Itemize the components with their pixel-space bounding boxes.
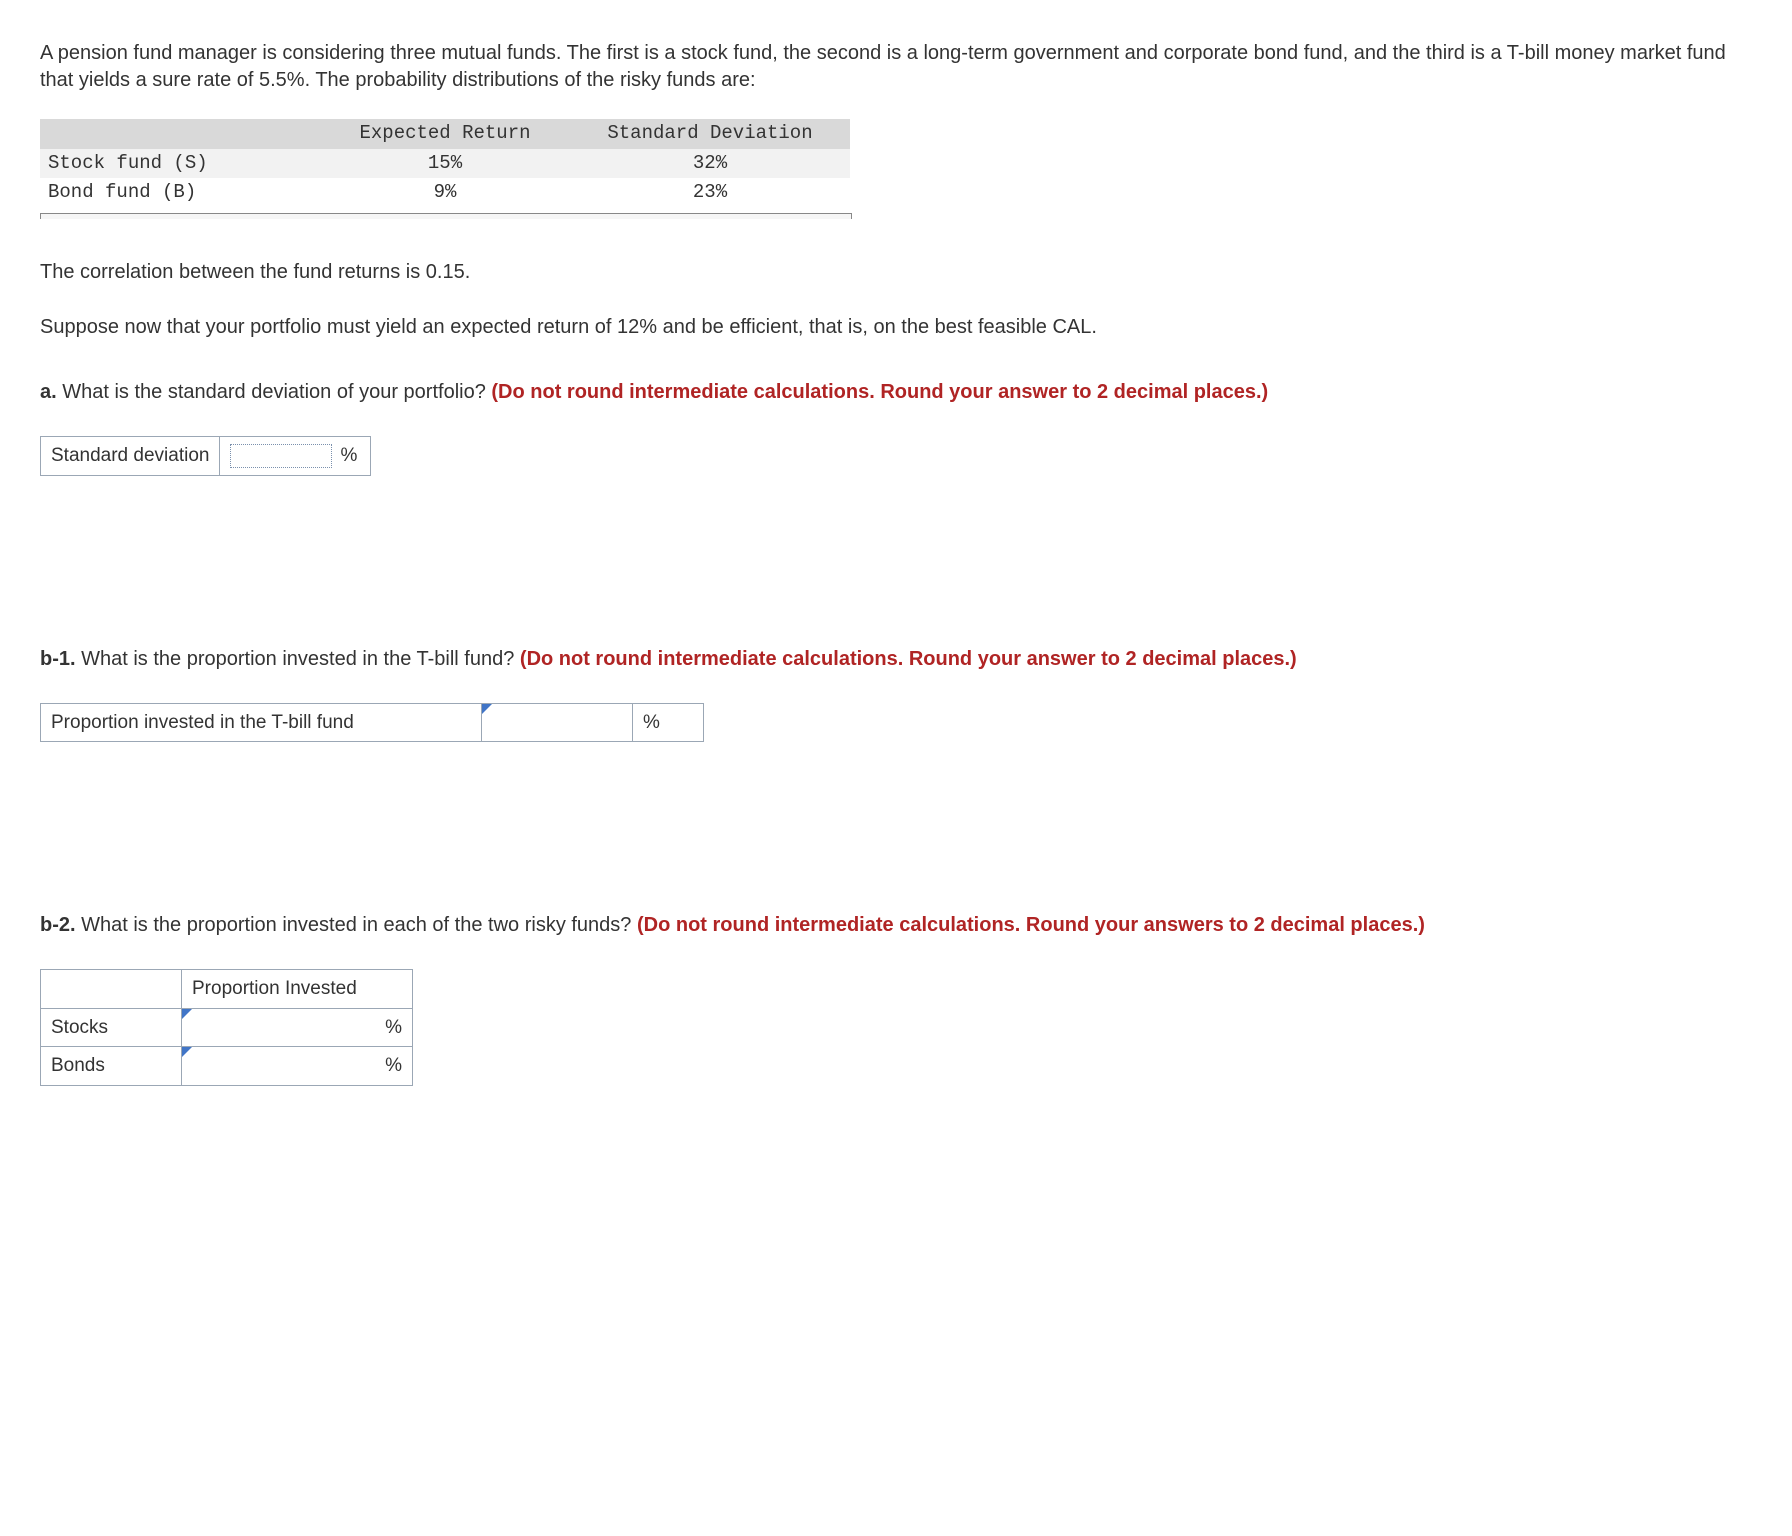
flag-icon <box>182 1009 192 1019</box>
answer-input-cell[interactable]: % <box>182 1047 413 1086</box>
hdr-blank <box>40 119 320 149</box>
answer-input-cell[interactable]: % <box>182 1008 413 1047</box>
unit-percent: % <box>336 445 357 466</box>
q-text: What is the standard deviation of your p… <box>62 381 491 403</box>
hdr-std-dev: Standard Deviation <box>570 119 850 149</box>
answer-table-b2: Proportion Invested Stocks % Bonds % <box>40 969 413 1086</box>
row-val: 15% <box>320 149 570 179</box>
flag-icon <box>482 704 492 714</box>
table-header-row: Expected Return Standard Deviation <box>40 119 850 149</box>
row-label: Bond fund (B) <box>40 178 320 208</box>
table-bottom-rule <box>40 213 852 219</box>
answer-label: Proportion invested in the T-bill fund <box>41 703 482 742</box>
prob-dist-table: Expected Return Standard Deviation Stock… <box>40 119 850 208</box>
question-a: a. What is the standard deviation of you… <box>40 379 1752 406</box>
unit-percent: % <box>381 1055 402 1076</box>
q-prefix: b-1. <box>40 648 81 670</box>
question-b1: b-1. What is the proportion invested in … <box>40 646 1752 673</box>
row-val: 32% <box>570 149 850 179</box>
q-instruction: (Do not round intermediate calculations.… <box>491 381 1268 403</box>
hdr-expected-return: Expected Return <box>320 119 570 149</box>
q-prefix: a. <box>40 381 62 403</box>
row-label: Stocks <box>41 1008 182 1047</box>
answer-input[interactable] <box>230 444 332 468</box>
unit-percent: % <box>633 703 704 742</box>
flag-icon <box>182 1047 192 1057</box>
row-label: Bonds <box>41 1047 182 1086</box>
intro-text: A pension fund manager is considering th… <box>40 40 1752 94</box>
row-label: Stock fund (S) <box>40 149 320 179</box>
q-text: What is the proportion invested in each … <box>81 914 637 936</box>
question-b2: b-2. What is the proportion invested in … <box>40 912 1752 939</box>
suppose-text: Suppose now that your portfolio must yie… <box>40 314 1752 341</box>
blank-header <box>41 970 182 1009</box>
answer-table-b1: Proportion invested in the T-bill fund % <box>40 703 704 743</box>
correlation-text: The correlation between the fund returns… <box>40 259 1752 286</box>
unit-percent: % <box>381 1017 402 1038</box>
answer-label: Standard deviation <box>41 436 220 475</box>
q-text: What is the proportion invested in the T… <box>81 648 520 670</box>
q-instruction: (Do not round intermediate calculations.… <box>520 648 1297 670</box>
table-row: Bond fund (B) 9% 23% <box>40 178 850 208</box>
row-val: 9% <box>320 178 570 208</box>
col-header: Proportion Invested <box>182 970 413 1009</box>
answer-input-cell[interactable] <box>482 703 633 742</box>
answer-table-a: Standard deviation % <box>40 436 371 476</box>
table-row: Stock fund (S) 15% 32% <box>40 149 850 179</box>
q-prefix: b-2. <box>40 914 81 936</box>
table-row: Bonds % <box>41 1047 413 1086</box>
q-instruction: (Do not round intermediate calculations.… <box>637 914 1425 936</box>
row-val: 23% <box>570 178 850 208</box>
table-row: Stocks % <box>41 1008 413 1047</box>
answer-input-cell[interactable]: % <box>220 436 371 475</box>
